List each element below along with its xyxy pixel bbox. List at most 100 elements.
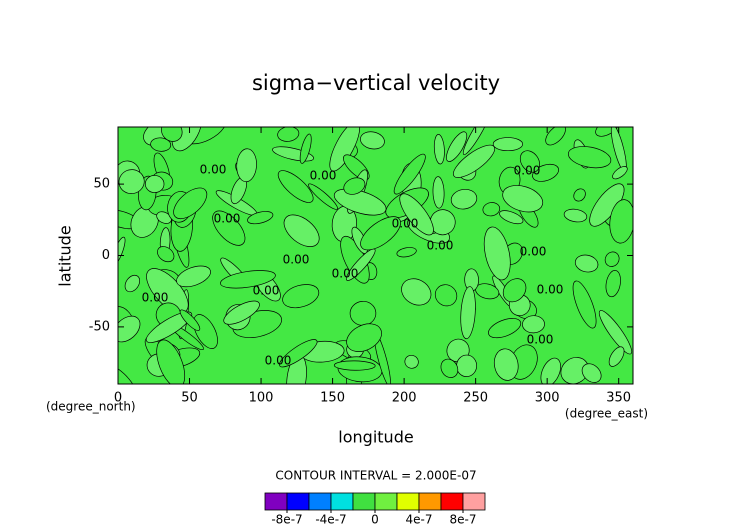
contour-region bbox=[124, 274, 141, 293]
contour-region bbox=[279, 339, 318, 368]
contour-region bbox=[161, 127, 183, 142]
contour-region bbox=[346, 323, 382, 352]
contour-interval: CONTOUR INTERVAL = 2.000E-07 bbox=[275, 469, 476, 483]
contour-region bbox=[460, 286, 476, 340]
y-tick-label: 50 bbox=[93, 177, 110, 192]
contour-region bbox=[343, 177, 366, 195]
contour-region bbox=[493, 348, 519, 381]
contour-region bbox=[598, 310, 633, 355]
contour-region bbox=[396, 247, 417, 258]
contour-region bbox=[574, 254, 599, 273]
contour-region bbox=[345, 248, 376, 281]
contour-label: 0.00 bbox=[214, 212, 241, 226]
plot-area: 0.00 0.00 0.00 0.00 0.00 0.00 0.00 0.00 0.00 0.00… bbox=[118, 127, 633, 384]
contour-region bbox=[605, 270, 621, 298]
contour-region bbox=[299, 133, 312, 164]
colorbar-tick-label: -4e-7 bbox=[315, 513, 346, 527]
contour-region bbox=[483, 226, 511, 281]
contour-label: 0.00 bbox=[200, 163, 227, 177]
contour-region bbox=[150, 137, 172, 152]
contour-label: 0.00 bbox=[142, 291, 169, 305]
x-unit: (degree_east) bbox=[565, 407, 648, 421]
contour-region bbox=[608, 346, 625, 367]
contour-region bbox=[502, 185, 544, 213]
contour-region bbox=[429, 209, 456, 236]
contour-region bbox=[236, 148, 257, 183]
contour-label: 0.00 bbox=[520, 245, 547, 259]
x-axis-label: longitude bbox=[338, 428, 413, 447]
contour-label: 0.00 bbox=[427, 239, 454, 253]
colorbar-box bbox=[308, 492, 332, 511]
contour-region bbox=[220, 270, 276, 289]
contour-region bbox=[118, 363, 136, 384]
x-tick-label: 50 bbox=[181, 391, 198, 406]
colorbar-box bbox=[286, 492, 310, 511]
contour-region bbox=[393, 153, 426, 195]
y-unit: (degree_north) bbox=[46, 400, 136, 414]
contour-region bbox=[573, 188, 586, 202]
contour-region bbox=[522, 315, 545, 334]
contour-region bbox=[609, 199, 633, 244]
contour-label: 0.00 bbox=[514, 164, 541, 178]
colorbar-box bbox=[352, 492, 376, 511]
colorbar-box bbox=[440, 492, 464, 511]
contour-region bbox=[173, 187, 208, 220]
contour-region bbox=[329, 127, 361, 172]
contour-label: 0.00 bbox=[332, 267, 359, 281]
contour-region bbox=[145, 311, 193, 343]
contour-region bbox=[433, 134, 445, 165]
colorbar-tick-label: 4e-7 bbox=[406, 513, 433, 527]
colorbar-box bbox=[374, 492, 398, 511]
contour-region bbox=[499, 210, 524, 225]
colorbar-box bbox=[330, 492, 354, 511]
contour-label: 0.00 bbox=[527, 333, 554, 347]
contour-region bbox=[612, 166, 628, 180]
contour-region bbox=[282, 284, 320, 309]
contour-region bbox=[453, 144, 496, 178]
contour-region bbox=[519, 150, 540, 173]
contour-region bbox=[179, 309, 201, 331]
contour-region bbox=[502, 278, 527, 303]
contour-region bbox=[171, 127, 203, 152]
contour-label: 0.00 bbox=[265, 354, 292, 368]
contour-region bbox=[581, 363, 602, 383]
contour-region bbox=[540, 357, 561, 384]
contour-region bbox=[212, 210, 246, 246]
contour-region bbox=[604, 251, 620, 267]
contour-region bbox=[446, 131, 468, 162]
x-tick-label: 300 bbox=[535, 391, 560, 406]
x-tick-label: 100 bbox=[249, 391, 274, 406]
x-tick-label: 0 bbox=[114, 391, 122, 406]
colorbar-box bbox=[396, 492, 420, 511]
contour-region bbox=[277, 127, 300, 142]
x-tick-label: 200 bbox=[392, 391, 417, 406]
contour-region bbox=[193, 314, 218, 349]
contour-region bbox=[223, 300, 260, 325]
contour-region bbox=[360, 216, 401, 251]
x-tick-label: 150 bbox=[320, 391, 345, 406]
contour-region bbox=[488, 318, 522, 339]
contour-region bbox=[432, 176, 445, 209]
y-tick-label: 0 bbox=[102, 248, 110, 263]
colorbar-tick-label: -8e-7 bbox=[271, 513, 302, 527]
contour-region bbox=[156, 339, 186, 384]
contour-label: 0.00 bbox=[537, 283, 564, 297]
contour-region bbox=[247, 211, 274, 225]
contour-region bbox=[360, 131, 385, 150]
contour-region bbox=[308, 183, 338, 210]
contour-region bbox=[560, 357, 589, 384]
colorbar-box bbox=[264, 492, 288, 511]
contour-region bbox=[492, 137, 524, 152]
colorbar-tick-label: 0 bbox=[371, 513, 379, 527]
contour-region bbox=[277, 170, 314, 203]
contour-label: 0.00 bbox=[310, 169, 337, 183]
contour-label: 0.00 bbox=[283, 253, 310, 267]
colorbar-tick-label: 8e-7 bbox=[450, 513, 477, 527]
y-axis-label: latitude bbox=[56, 225, 75, 286]
contour-region bbox=[440, 358, 459, 378]
contour-region bbox=[450, 188, 478, 210]
colorbar-box bbox=[418, 492, 442, 511]
contour-region bbox=[563, 208, 588, 223]
contour-region bbox=[333, 360, 376, 371]
